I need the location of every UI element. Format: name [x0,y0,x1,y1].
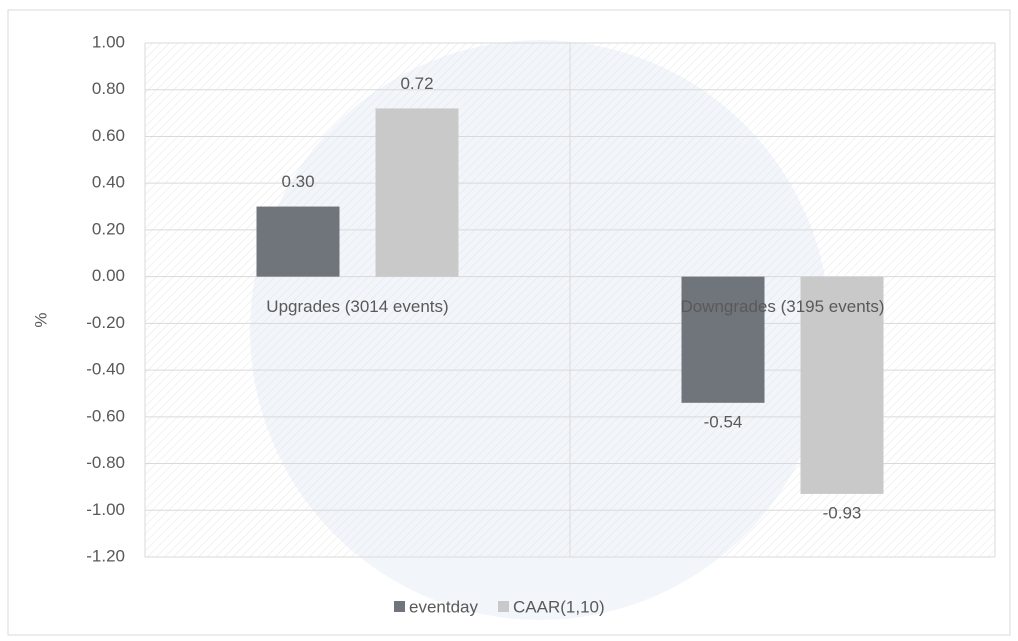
category-label: Upgrades (3014 events) [266,297,448,316]
bar [256,206,340,277]
bar [681,276,765,403]
y-tick-label: 1.00 [92,32,125,51]
legend-swatch [498,601,509,612]
y-tick-label: 0.00 [92,266,125,285]
y-tick-label: 0.40 [92,173,125,192]
y-tick-label: -0.60 [86,406,125,425]
bar [375,108,459,277]
y-tick-label: -1.20 [86,546,125,565]
category-label: Downgrades (3195 events) [680,297,884,316]
data-label: 0.30 [281,172,314,191]
legend-label: CAAR(1,10) [513,597,605,616]
y-tick-label: -0.20 [86,313,125,332]
y-tick-label: 0.60 [92,126,125,145]
y-tick-label: -0.40 [86,360,125,379]
bar [800,276,884,494]
legend-swatch [394,601,405,612]
y-tick-label: -0.80 [86,453,125,472]
legend-label: eventday [409,597,478,616]
data-label: 0.72 [400,74,433,93]
data-label: -0.54 [704,412,743,431]
y-axis-label: % [31,312,50,327]
data-label: -0.93 [823,503,862,522]
y-tick-label: 0.80 [92,79,125,98]
y-tick-label: 0.20 [92,219,125,238]
y-tick-label: -1.00 [86,500,125,519]
